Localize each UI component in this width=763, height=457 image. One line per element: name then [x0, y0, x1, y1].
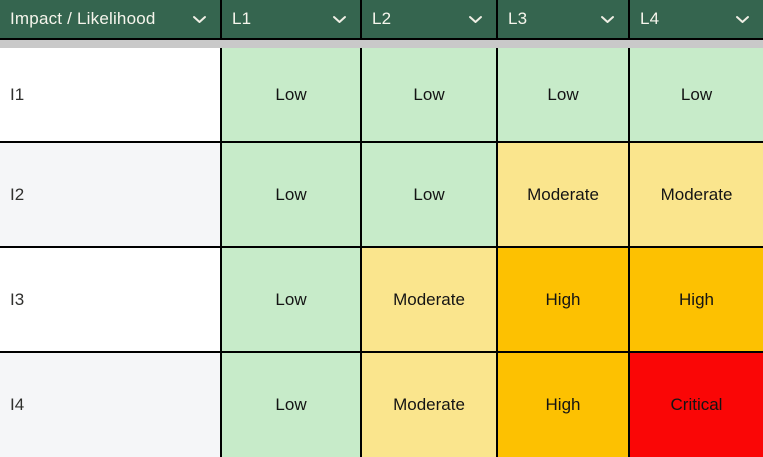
row-header-i4[interactable]: I4 — [0, 353, 220, 457]
risk-cell[interactable]: High — [628, 248, 763, 351]
column-header-label: L1 — [232, 9, 252, 28]
risk-cell[interactable]: High — [496, 248, 628, 351]
row-header-i2[interactable]: I2 — [0, 143, 220, 246]
risk-cell-label: Low — [275, 395, 307, 414]
risk-cell-label: Low — [275, 184, 307, 204]
risk-cell[interactable]: Critical — [628, 353, 763, 457]
risk-cell[interactable]: Low — [220, 248, 360, 351]
matrix-row-i3: I3 Low Moderate High High — [0, 246, 763, 351]
risk-cell[interactable]: Low — [360, 48, 496, 141]
row-label: I1 — [10, 84, 25, 104]
matrix-row-i4: I4 Low Moderate High Critical — [0, 351, 763, 457]
risk-cell-label: Moderate — [393, 395, 465, 414]
row-header-i3[interactable]: I3 — [0, 248, 220, 351]
row-label: I3 — [10, 289, 25, 309]
risk-cell-label: Low — [413, 184, 445, 204]
risk-cell-label: Low — [275, 84, 307, 104]
column-header-label: L3 — [508, 9, 528, 28]
risk-cell[interactable]: Low — [496, 48, 628, 141]
column-header-label: L2 — [372, 9, 392, 28]
risk-cell-label: Moderate — [393, 289, 465, 309]
risk-cell[interactable]: Moderate — [360, 248, 496, 351]
row-label: I4 — [10, 395, 25, 414]
matrix-row-i2: I2 Low Low Moderate Moderate — [0, 141, 763, 246]
risk-cell[interactable]: Low — [628, 48, 763, 141]
risk-cell-label: High — [679, 289, 714, 309]
risk-cell-label: High — [545, 289, 581, 309]
risk-cell[interactable]: High — [496, 353, 628, 457]
chevron-down-icon[interactable] — [600, 15, 615, 24]
risk-cell-label: Low — [547, 84, 579, 104]
row-label: I2 — [10, 184, 25, 204]
risk-cell-label: Low — [680, 84, 713, 104]
column-header-l3[interactable]: L3 — [496, 0, 628, 38]
chevron-down-icon[interactable] — [735, 15, 750, 24]
chevron-down-icon[interactable] — [332, 15, 347, 24]
column-header-label: L4 — [640, 9, 660, 28]
column-header-impact-likelihood[interactable]: Impact / Likelihood — [0, 0, 220, 38]
header-row: Impact / Likelihood L1 L2 L3 L4 — [0, 0, 763, 40]
risk-cell-label: Moderate — [660, 184, 733, 204]
risk-cell[interactable]: Moderate — [496, 143, 628, 246]
risk-cell[interactable]: Low — [360, 143, 496, 246]
row-header-i1[interactable]: I1 — [0, 48, 220, 141]
matrix-body: I1 Low Low Low Low I2 Low Low Moderate M… — [0, 48, 763, 457]
chevron-down-icon[interactable] — [192, 15, 207, 24]
risk-cell-label: Low — [275, 289, 307, 309]
risk-cell[interactable]: Low — [220, 143, 360, 246]
risk-cell-label: Critical — [670, 395, 723, 414]
risk-cell[interactable]: Moderate — [360, 353, 496, 457]
chevron-down-icon[interactable] — [468, 15, 483, 24]
risk-cell[interactable]: Low — [220, 48, 360, 141]
column-header-label: Impact / Likelihood — [10, 9, 156, 28]
risk-cell-label: Moderate — [527, 184, 599, 204]
column-header-l1[interactable]: L1 — [220, 0, 360, 38]
header-separator-strip — [0, 40, 763, 48]
matrix-row-i1: I1 Low Low Low Low — [0, 48, 763, 141]
column-header-l2[interactable]: L2 — [360, 0, 496, 38]
risk-cell[interactable]: Moderate — [628, 143, 763, 246]
risk-cell-label: High — [545, 395, 581, 414]
column-header-l4[interactable]: L4 — [628, 0, 763, 38]
risk-cell-label: Low — [413, 84, 445, 104]
risk-cell[interactable]: Low — [220, 353, 360, 457]
